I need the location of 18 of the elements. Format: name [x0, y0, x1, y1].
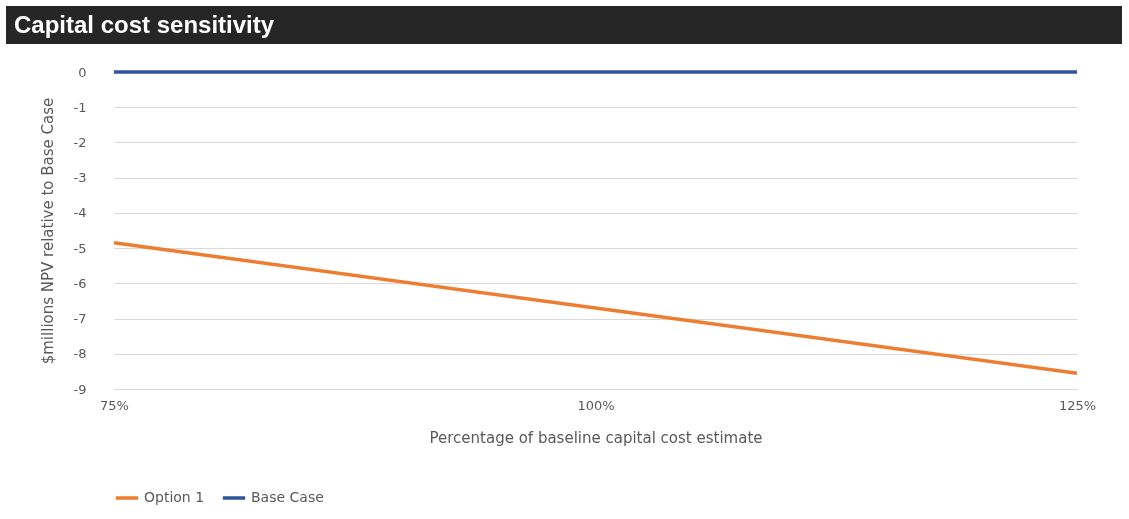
legend-label: Option 1	[144, 489, 205, 505]
x-axis-title: Percentage of baseline capital cost estimate	[429, 428, 763, 447]
y-tick-label: 0	[78, 64, 87, 80]
y-tick-label: -5	[73, 240, 87, 256]
y-tick-label: -2	[73, 134, 87, 150]
y-tick-label: -7	[73, 311, 87, 327]
chart-title: Capital cost sensitivity	[6, 6, 1122, 44]
y-tick-label: -6	[73, 275, 87, 291]
y-tick-label: -8	[73, 346, 87, 362]
y-axis-title: $millions NPV relative to Base Case	[38, 97, 57, 365]
x-tick-label: 125%	[1058, 397, 1097, 413]
y-tick-label: -4	[73, 205, 87, 221]
y-tick-label: -1	[73, 99, 87, 115]
legend-label: Base Case	[251, 489, 324, 505]
y-tick-label: -9	[73, 381, 87, 397]
y-tick-label: -3	[73, 170, 87, 186]
x-tick-label: 75%	[100, 397, 129, 413]
x-tick-label: 100%	[577, 397, 615, 413]
